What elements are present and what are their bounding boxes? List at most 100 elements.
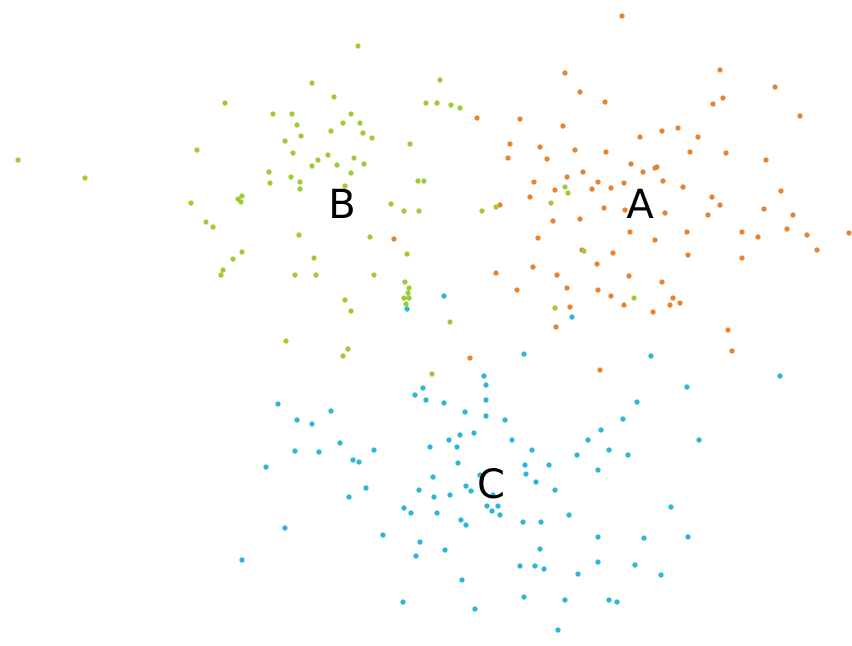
data-point — [537, 546, 543, 552]
data-point — [270, 111, 276, 117]
data-point — [667, 302, 673, 308]
data-point — [621, 302, 627, 308]
data-point — [297, 179, 303, 185]
data-point — [468, 488, 474, 494]
data-point — [356, 459, 362, 465]
data-point — [622, 207, 628, 213]
data-point — [552, 487, 558, 493]
data-point — [275, 401, 281, 407]
data-point — [668, 504, 674, 510]
data-point — [790, 212, 796, 218]
data-point — [483, 413, 489, 419]
data-point — [239, 249, 245, 255]
series-c — [239, 293, 783, 633]
data-point — [784, 226, 790, 232]
data-point — [363, 485, 369, 491]
data-point — [380, 532, 386, 538]
data-point — [490, 492, 496, 498]
data-point — [595, 559, 601, 565]
data-point — [535, 235, 541, 241]
data-point — [723, 150, 729, 156]
data-point — [447, 319, 453, 325]
data-point — [606, 597, 612, 603]
data-point — [415, 178, 421, 184]
data-point — [407, 141, 413, 147]
data-point — [634, 399, 640, 405]
data-point — [455, 460, 461, 466]
data-point — [296, 232, 302, 238]
data-point — [729, 348, 735, 354]
data-point — [502, 417, 508, 423]
data-point — [601, 205, 607, 211]
data-point — [467, 355, 473, 361]
data-point — [544, 156, 550, 162]
data-point — [421, 178, 427, 184]
data-point — [685, 534, 691, 540]
data-point — [696, 437, 702, 443]
data-point — [401, 295, 407, 301]
data-point — [552, 187, 558, 193]
data-point — [595, 179, 601, 185]
data-point — [405, 290, 411, 296]
data-point — [804, 232, 810, 238]
data-point — [564, 174, 570, 180]
data-point — [778, 188, 784, 194]
data-point — [626, 273, 632, 279]
data-point — [315, 157, 321, 163]
data-point — [239, 557, 245, 563]
data-point — [814, 247, 820, 253]
data-point — [577, 216, 583, 222]
data-point — [521, 351, 527, 357]
data-point — [564, 285, 570, 291]
data-point — [627, 229, 633, 235]
data-point — [562, 597, 568, 603]
data-point — [357, 120, 363, 126]
data-point — [594, 261, 600, 267]
data-point — [369, 135, 375, 141]
data-point — [552, 305, 558, 311]
data-point — [348, 170, 354, 176]
data-point — [517, 116, 523, 122]
data-point — [797, 113, 803, 119]
data-point — [532, 563, 538, 569]
data-point — [406, 295, 412, 301]
data-point — [348, 111, 354, 117]
data-point — [507, 141, 513, 147]
data-point — [220, 267, 226, 273]
data-point — [434, 100, 440, 106]
data-point — [514, 287, 520, 293]
data-point — [355, 43, 361, 49]
data-point — [458, 517, 464, 523]
data-point — [717, 202, 723, 208]
data-point — [457, 105, 463, 111]
data-point — [529, 447, 535, 453]
data-point — [309, 80, 315, 86]
data-point — [289, 111, 295, 117]
data-point — [705, 212, 711, 218]
data-point — [479, 208, 485, 214]
data-point — [360, 130, 366, 136]
data-point — [267, 180, 273, 186]
data-point — [462, 409, 468, 415]
data-point — [434, 510, 440, 516]
data-point — [493, 270, 499, 276]
data-point — [621, 180, 627, 186]
data-point — [431, 494, 437, 500]
data-point — [572, 147, 578, 153]
data-point — [404, 306, 410, 312]
data-point — [298, 133, 304, 139]
data-point — [620, 416, 626, 422]
data-point — [595, 287, 601, 293]
data-point — [640, 169, 646, 175]
data-point — [497, 202, 503, 208]
data-point — [484, 503, 490, 509]
data-point — [388, 201, 394, 207]
data-point — [509, 437, 515, 443]
data-point — [660, 178, 666, 184]
data-point — [345, 346, 351, 352]
data-point — [538, 519, 544, 525]
data-point — [282, 525, 288, 531]
data-point — [316, 449, 322, 455]
data-point — [675, 125, 681, 131]
